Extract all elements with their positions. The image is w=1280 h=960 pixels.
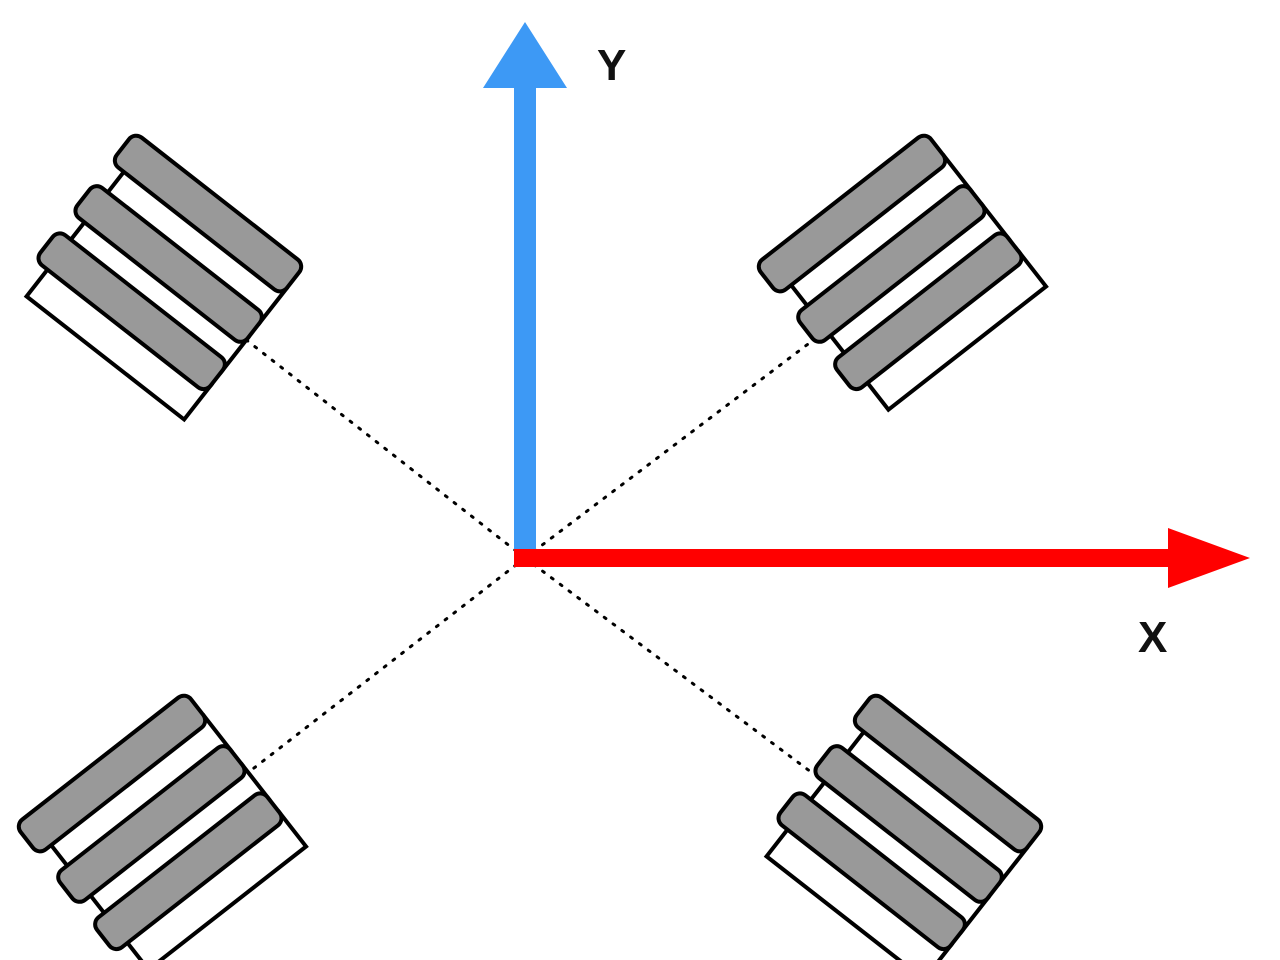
- roller-filled: [73, 184, 264, 344]
- roller-filled: [16, 693, 208, 854]
- roller-filled: [112, 133, 304, 294]
- guide-lines: [238, 333, 822, 777]
- roller-filled: [56, 744, 247, 904]
- roller-filled: [776, 791, 967, 952]
- roller-filled: [852, 693, 1044, 854]
- roller-filled: [93, 791, 284, 952]
- x-axis-arrow: [514, 528, 1250, 588]
- y-axis-arrowhead: [483, 22, 567, 88]
- guide-line-front-left: [238, 333, 527, 560]
- x-axis-arrowhead: [1168, 528, 1250, 588]
- y-axis-arrow: [483, 22, 567, 557]
- roller-filled: [833, 231, 1024, 392]
- guide-line-front-right: [523, 333, 822, 560]
- wheel-rear-left: [16, 693, 309, 960]
- wheel-front-left: [23, 133, 304, 423]
- roller-filled: [813, 744, 1004, 904]
- guide-line-rear-right: [523, 556, 817, 777]
- y-axis-label: Y: [597, 41, 626, 90]
- roller-filled: [756, 133, 948, 294]
- roller-filled: [36, 231, 227, 392]
- roller-filled: [796, 184, 987, 344]
- x-axis-label: X: [1138, 613, 1167, 662]
- wheel-rear-right: [763, 693, 1044, 960]
- wheel-front-right: [756, 133, 1049, 413]
- guide-line-rear-left: [243, 556, 527, 777]
